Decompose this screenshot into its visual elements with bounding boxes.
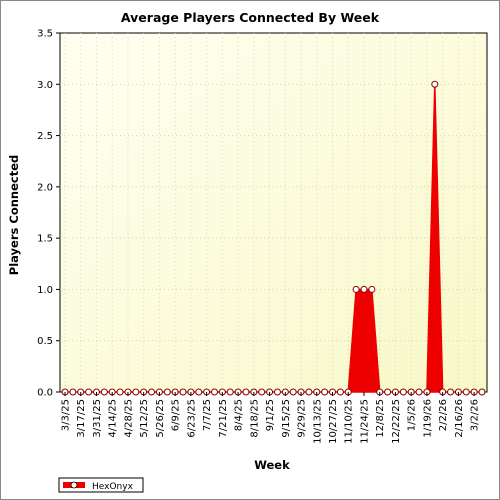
x-tick-label: 2/2/26: [438, 399, 449, 431]
legend-marker-icon: [70, 481, 78, 489]
x-tick-label: 4/28/25: [123, 399, 134, 438]
legend-label: HexOnyx: [92, 482, 134, 492]
x-tick-label: 5/12/25: [139, 399, 150, 438]
x-tick-label: 7/7/25: [202, 399, 213, 431]
data-point-marker: [305, 388, 313, 396]
data-point-marker: [273, 388, 281, 396]
x-tick-label: 8/18/25: [249, 399, 260, 438]
x-tick-label: 2/16/26: [454, 399, 465, 438]
x-tick-label: 11/10/25: [344, 399, 355, 444]
x-tick-label: 12/8/25: [375, 399, 386, 438]
x-tick-label: 1/5/26: [407, 399, 418, 431]
x-tick-label: 7/21/25: [218, 399, 229, 438]
data-point-marker: [100, 388, 108, 396]
y-axis-ticks: 0.0 0.5 1.0 1.5 2.0 2.5 3.0 3.5: [37, 29, 60, 399]
x-axis-ticks: 3/3/25 3/17/25 3/31/25 4/14/25 4/28/25 5/12/2…: [61, 392, 481, 444]
x-tick-label: 8/4/25: [234, 399, 245, 431]
data-point-marker: [368, 285, 376, 293]
y-tick-label: 3.0: [37, 80, 53, 91]
data-point-marker: [399, 388, 407, 396]
x-tick-label: 3/17/25: [76, 399, 87, 438]
x-tick-label: 3/3/25: [61, 399, 72, 431]
x-tick-label: 3/31/25: [92, 399, 103, 438]
x-tick-label: 10/27/25: [328, 399, 339, 444]
data-point-marker: [226, 388, 234, 396]
data-point-marker: [148, 388, 156, 396]
data-point-marker: [69, 388, 77, 396]
x-tick-label: 11/24/25: [359, 399, 370, 444]
x-tick-label: 6/9/25: [171, 399, 182, 431]
data-point-marker: [360, 285, 368, 293]
y-axis-label: Players Connected: [7, 155, 21, 275]
x-tick-label: 1/19/26: [422, 399, 433, 438]
x-tick-label: 4/14/25: [108, 399, 119, 438]
legend: HexOnyx: [58, 477, 144, 493]
data-point-marker: [384, 388, 392, 396]
y-tick-label: 0.5: [37, 336, 53, 347]
data-point-marker: [85, 388, 93, 396]
data-point-marker: [352, 285, 360, 293]
legend-box: [58, 477, 144, 493]
y-tick-label: 1.0: [37, 285, 53, 296]
data-point-marker: [258, 388, 266, 396]
data-point-marker: [163, 388, 171, 396]
chart-title: Average Players Connected By Week: [121, 10, 380, 25]
data-point-marker: [116, 388, 124, 396]
y-tick-label: 2.0: [37, 182, 53, 193]
data-point-marker: [336, 388, 344, 396]
y-tick-label: 3.5: [37, 29, 53, 40]
plot-area: [59, 32, 488, 393]
data-point-marker: [321, 388, 329, 396]
data-point-marker: [447, 388, 455, 396]
data-point-marker: [289, 388, 297, 396]
data-point-marker: [242, 388, 250, 396]
data-point-marker: [195, 388, 203, 396]
data-point-marker: [132, 388, 140, 396]
x-tick-label: 9/1/25: [265, 399, 276, 431]
x-tick-label: 10/13/25: [312, 399, 323, 444]
x-axis-label: Week: [254, 458, 290, 472]
data-point-marker: [210, 388, 218, 396]
x-tick-label: 3/2/26: [470, 399, 481, 431]
x-tick-label: 5/26/25: [155, 399, 166, 438]
x-tick-label: 9/15/25: [281, 399, 292, 438]
y-tick-label: 1.5: [37, 234, 53, 245]
x-tick-label: 6/23/25: [186, 399, 197, 438]
data-point-marker: [431, 80, 439, 88]
x-tick-label: 12/22/25: [391, 399, 402, 444]
x-tick-label: 9/29/25: [297, 399, 308, 438]
data-point-marker: [179, 388, 187, 396]
data-point-marker: [478, 388, 486, 396]
data-point-marker: [415, 388, 423, 396]
data-point-marker: [462, 388, 470, 396]
y-tick-label: 2.5: [37, 131, 53, 142]
y-tick-label: 0.0: [37, 388, 53, 399]
